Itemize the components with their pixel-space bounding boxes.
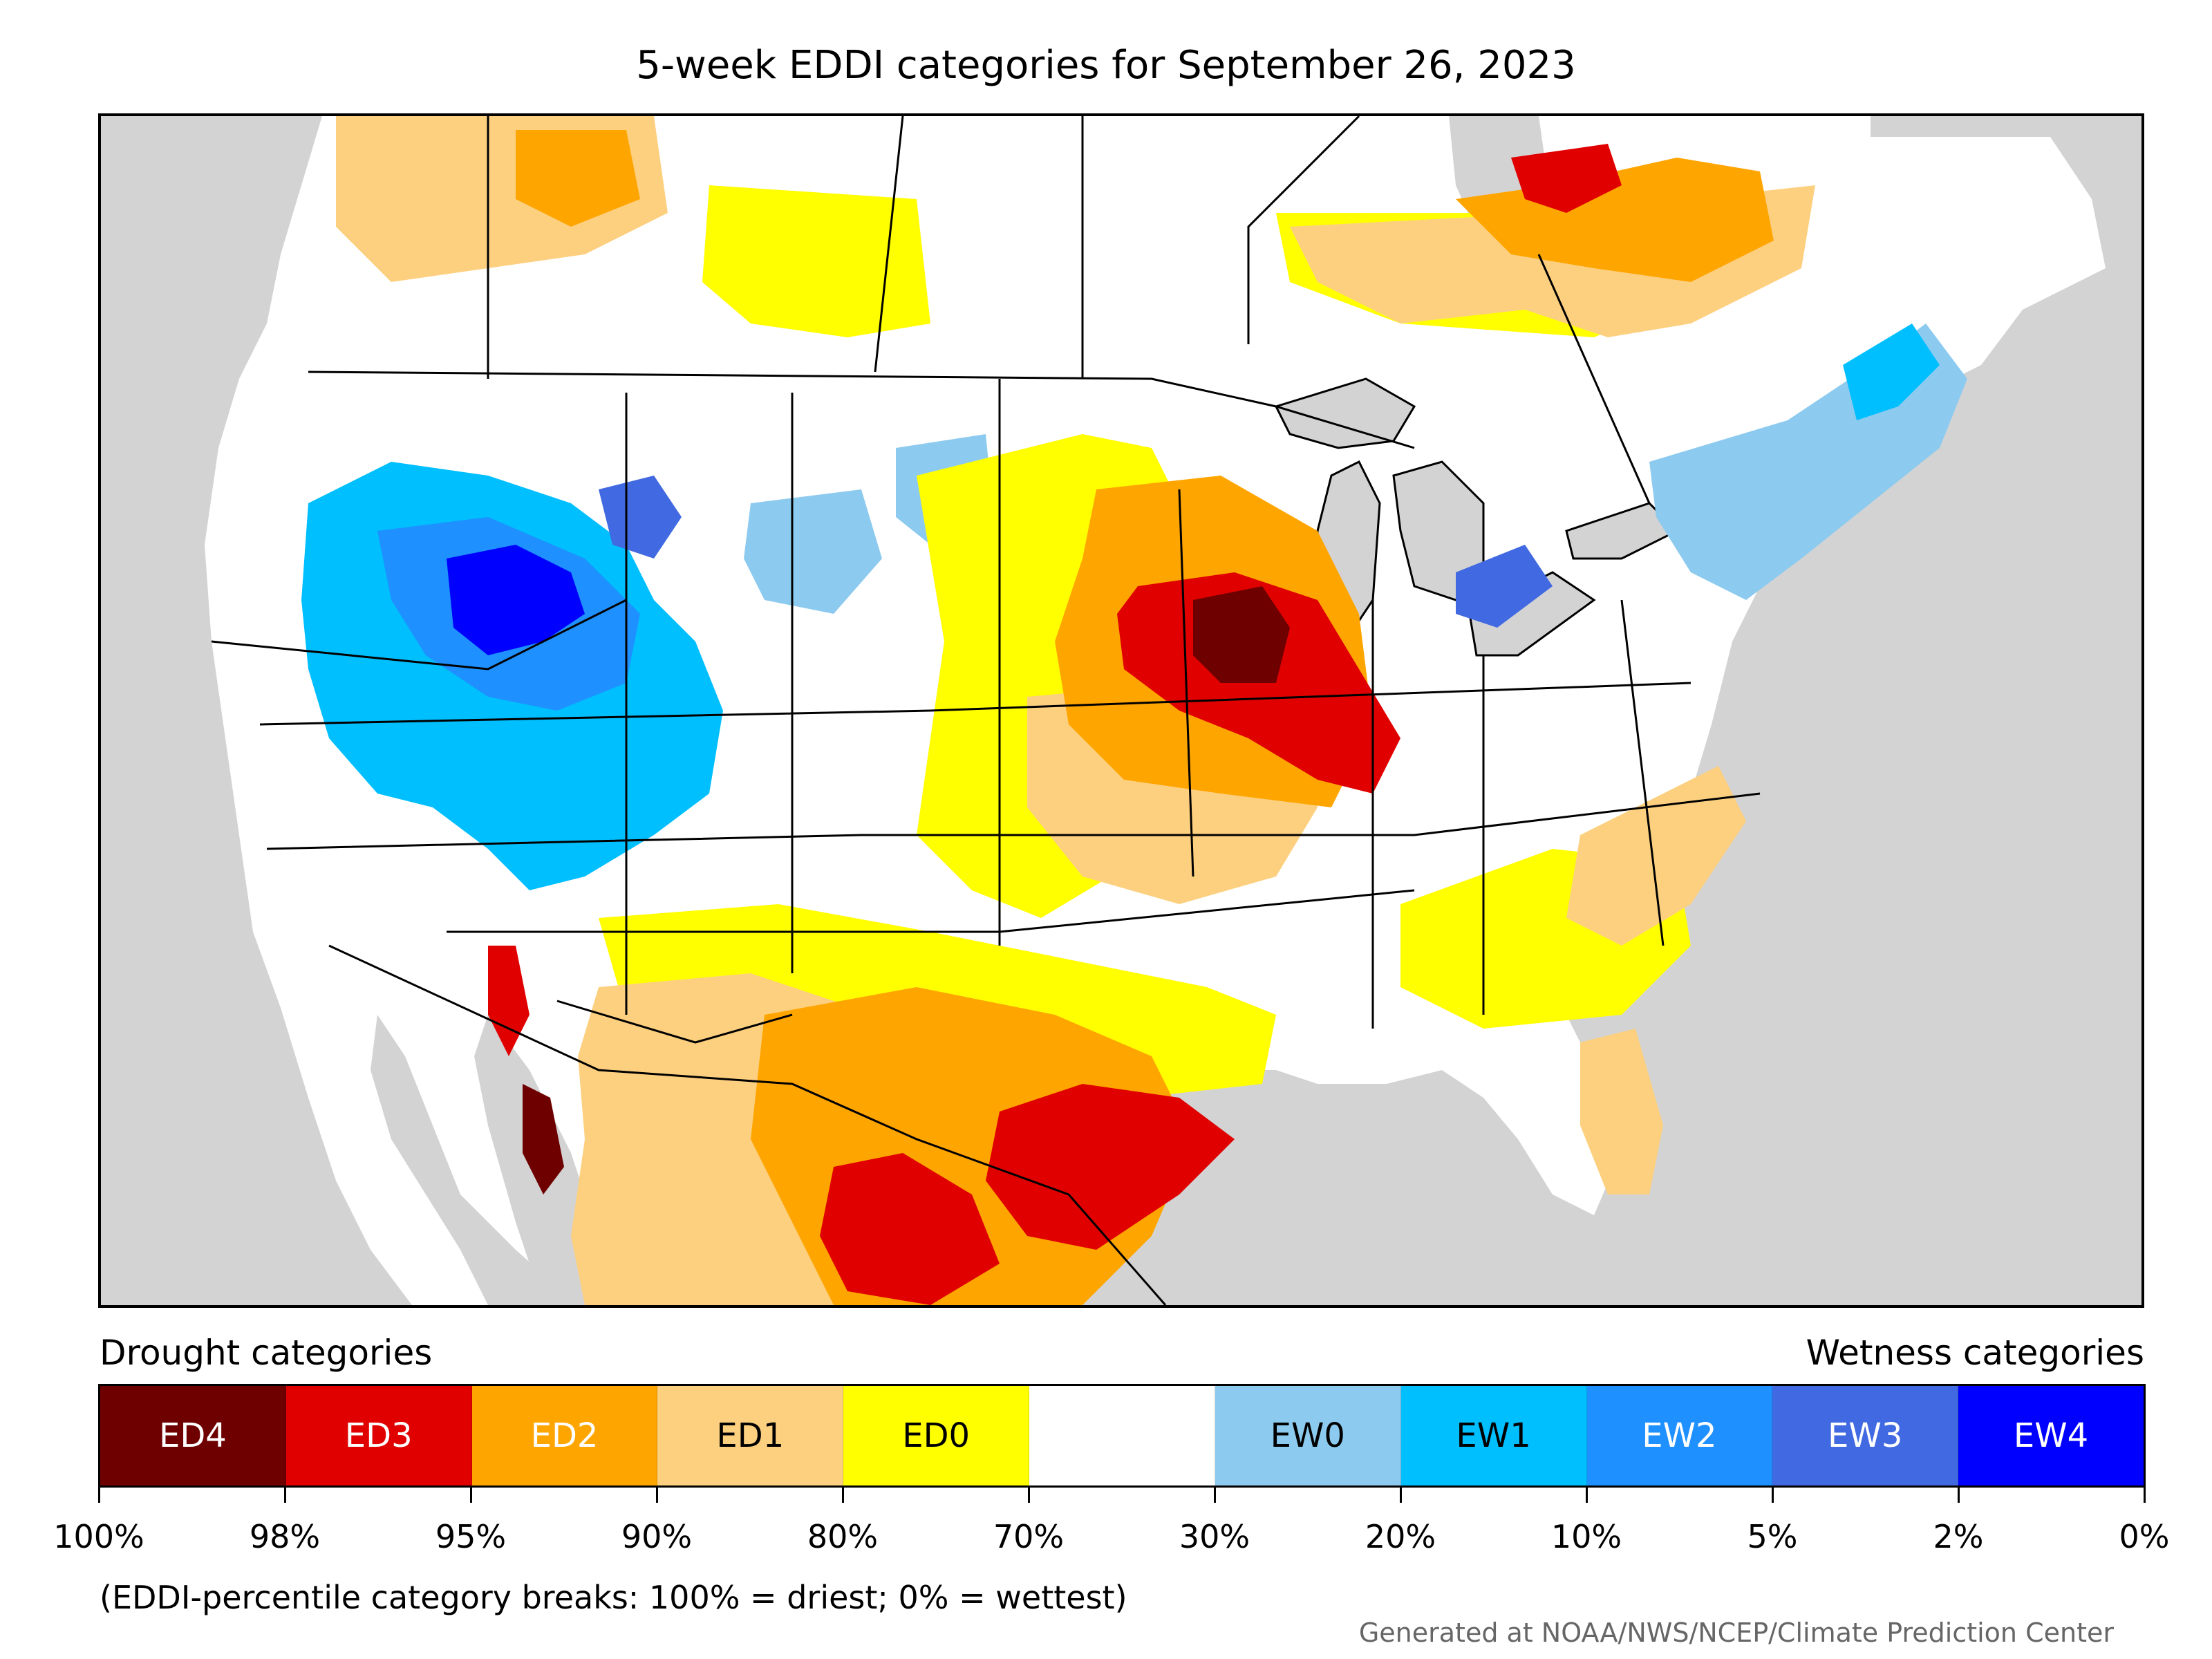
credit-line: Generated at NOAA/NWS/NCEP/Climate Predi…	[1358, 1618, 2114, 1648]
legend-tick	[1028, 1486, 1030, 1503]
ed1-florida	[1580, 1029, 1663, 1194]
wetness-categories-heading: Wetness categories	[1806, 1333, 2144, 1373]
legend-tick-label: 80%	[807, 1518, 879, 1555]
ed1-carolinas	[1566, 766, 1746, 946]
legend-swatch-ew2: EW2	[1586, 1386, 1773, 1485]
legend-tick-label: 100%	[53, 1518, 144, 1555]
legend-tick	[1214, 1486, 1216, 1503]
drought-categories-heading: Drought categories	[100, 1333, 433, 1373]
legend-ticks	[98, 1486, 2146, 1507]
legend-tick-label: 2%	[1933, 1518, 1984, 1555]
ed4-baja	[523, 1084, 564, 1194]
map-canvas	[205, 116, 2106, 1305]
ed3-quebec	[1511, 144, 1622, 213]
ew3-lake-erie	[1456, 545, 1553, 628]
ed2-canada-east	[516, 130, 1774, 282]
legend-swatch-ed2: ED2	[471, 1386, 658, 1485]
ed4-iowa	[1193, 586, 1290, 683]
legend-tick	[1586, 1486, 1588, 1503]
legend-tick	[284, 1486, 286, 1503]
ed3-mexico	[488, 946, 1000, 1305]
ew3-wyoming	[599, 476, 682, 559]
eddi-map	[98, 113, 2144, 1308]
legend-tick-label: 90%	[621, 1518, 693, 1555]
ed1-canada-east	[336, 116, 1815, 337]
legend-tick	[1772, 1486, 1774, 1503]
legend-tick-label: 20%	[1365, 1518, 1436, 1555]
legend-swatch-ew1: EW1	[1400, 1386, 1587, 1485]
legend-tick-label: 5%	[1747, 1518, 1798, 1555]
legend-swatch-ed1: ED1	[657, 1386, 844, 1485]
legend-tick	[470, 1486, 472, 1503]
ed3-texas-louisiana	[986, 1084, 1235, 1250]
legend-tick-label: 98%	[249, 1518, 321, 1555]
legend-tick	[1400, 1486, 1402, 1503]
legend-tick	[1958, 1486, 1960, 1503]
legend-tick	[2144, 1486, 2146, 1503]
legend-tick-label: 30%	[1179, 1518, 1250, 1555]
legend-swatch-ew4: EW4	[1958, 1386, 2144, 1485]
category-legend: ED4 ED3 ED2 ED1 ED0 EW0 EW1 EW2 EW3 EW4	[98, 1384, 2146, 1488]
legend-swatch-ed3: ED3	[285, 1386, 472, 1485]
political-boundaries	[211, 116, 1761, 1305]
legend-swatch-neutral	[1029, 1386, 1215, 1485]
legend-swatch-ed4: ED4	[100, 1386, 286, 1485]
legend-tick-label: 10%	[1550, 1518, 1622, 1555]
legend-tick	[98, 1486, 100, 1503]
map-title: 5-week EDDI categories for September 26,…	[636, 43, 1576, 88]
legend-swatch-ew3: EW3	[1772, 1386, 1959, 1485]
legend-tick	[842, 1486, 844, 1503]
legend-tick	[656, 1486, 658, 1503]
ew4-central-nevada	[447, 545, 585, 655]
legend-tick-label: 95%	[435, 1518, 507, 1555]
ew1-northeast	[1843, 324, 1940, 420]
category-breaks-footnote: (EDDI-percentile category breaks: 100% =…	[100, 1579, 1127, 1616]
legend-swatch-ew0: EW0	[1215, 1386, 1401, 1485]
legend-swatch-ed0: ED0	[843, 1386, 1030, 1485]
legend-tick-label: 70%	[993, 1518, 1065, 1555]
legend-tick-label: 0%	[2119, 1518, 2170, 1555]
